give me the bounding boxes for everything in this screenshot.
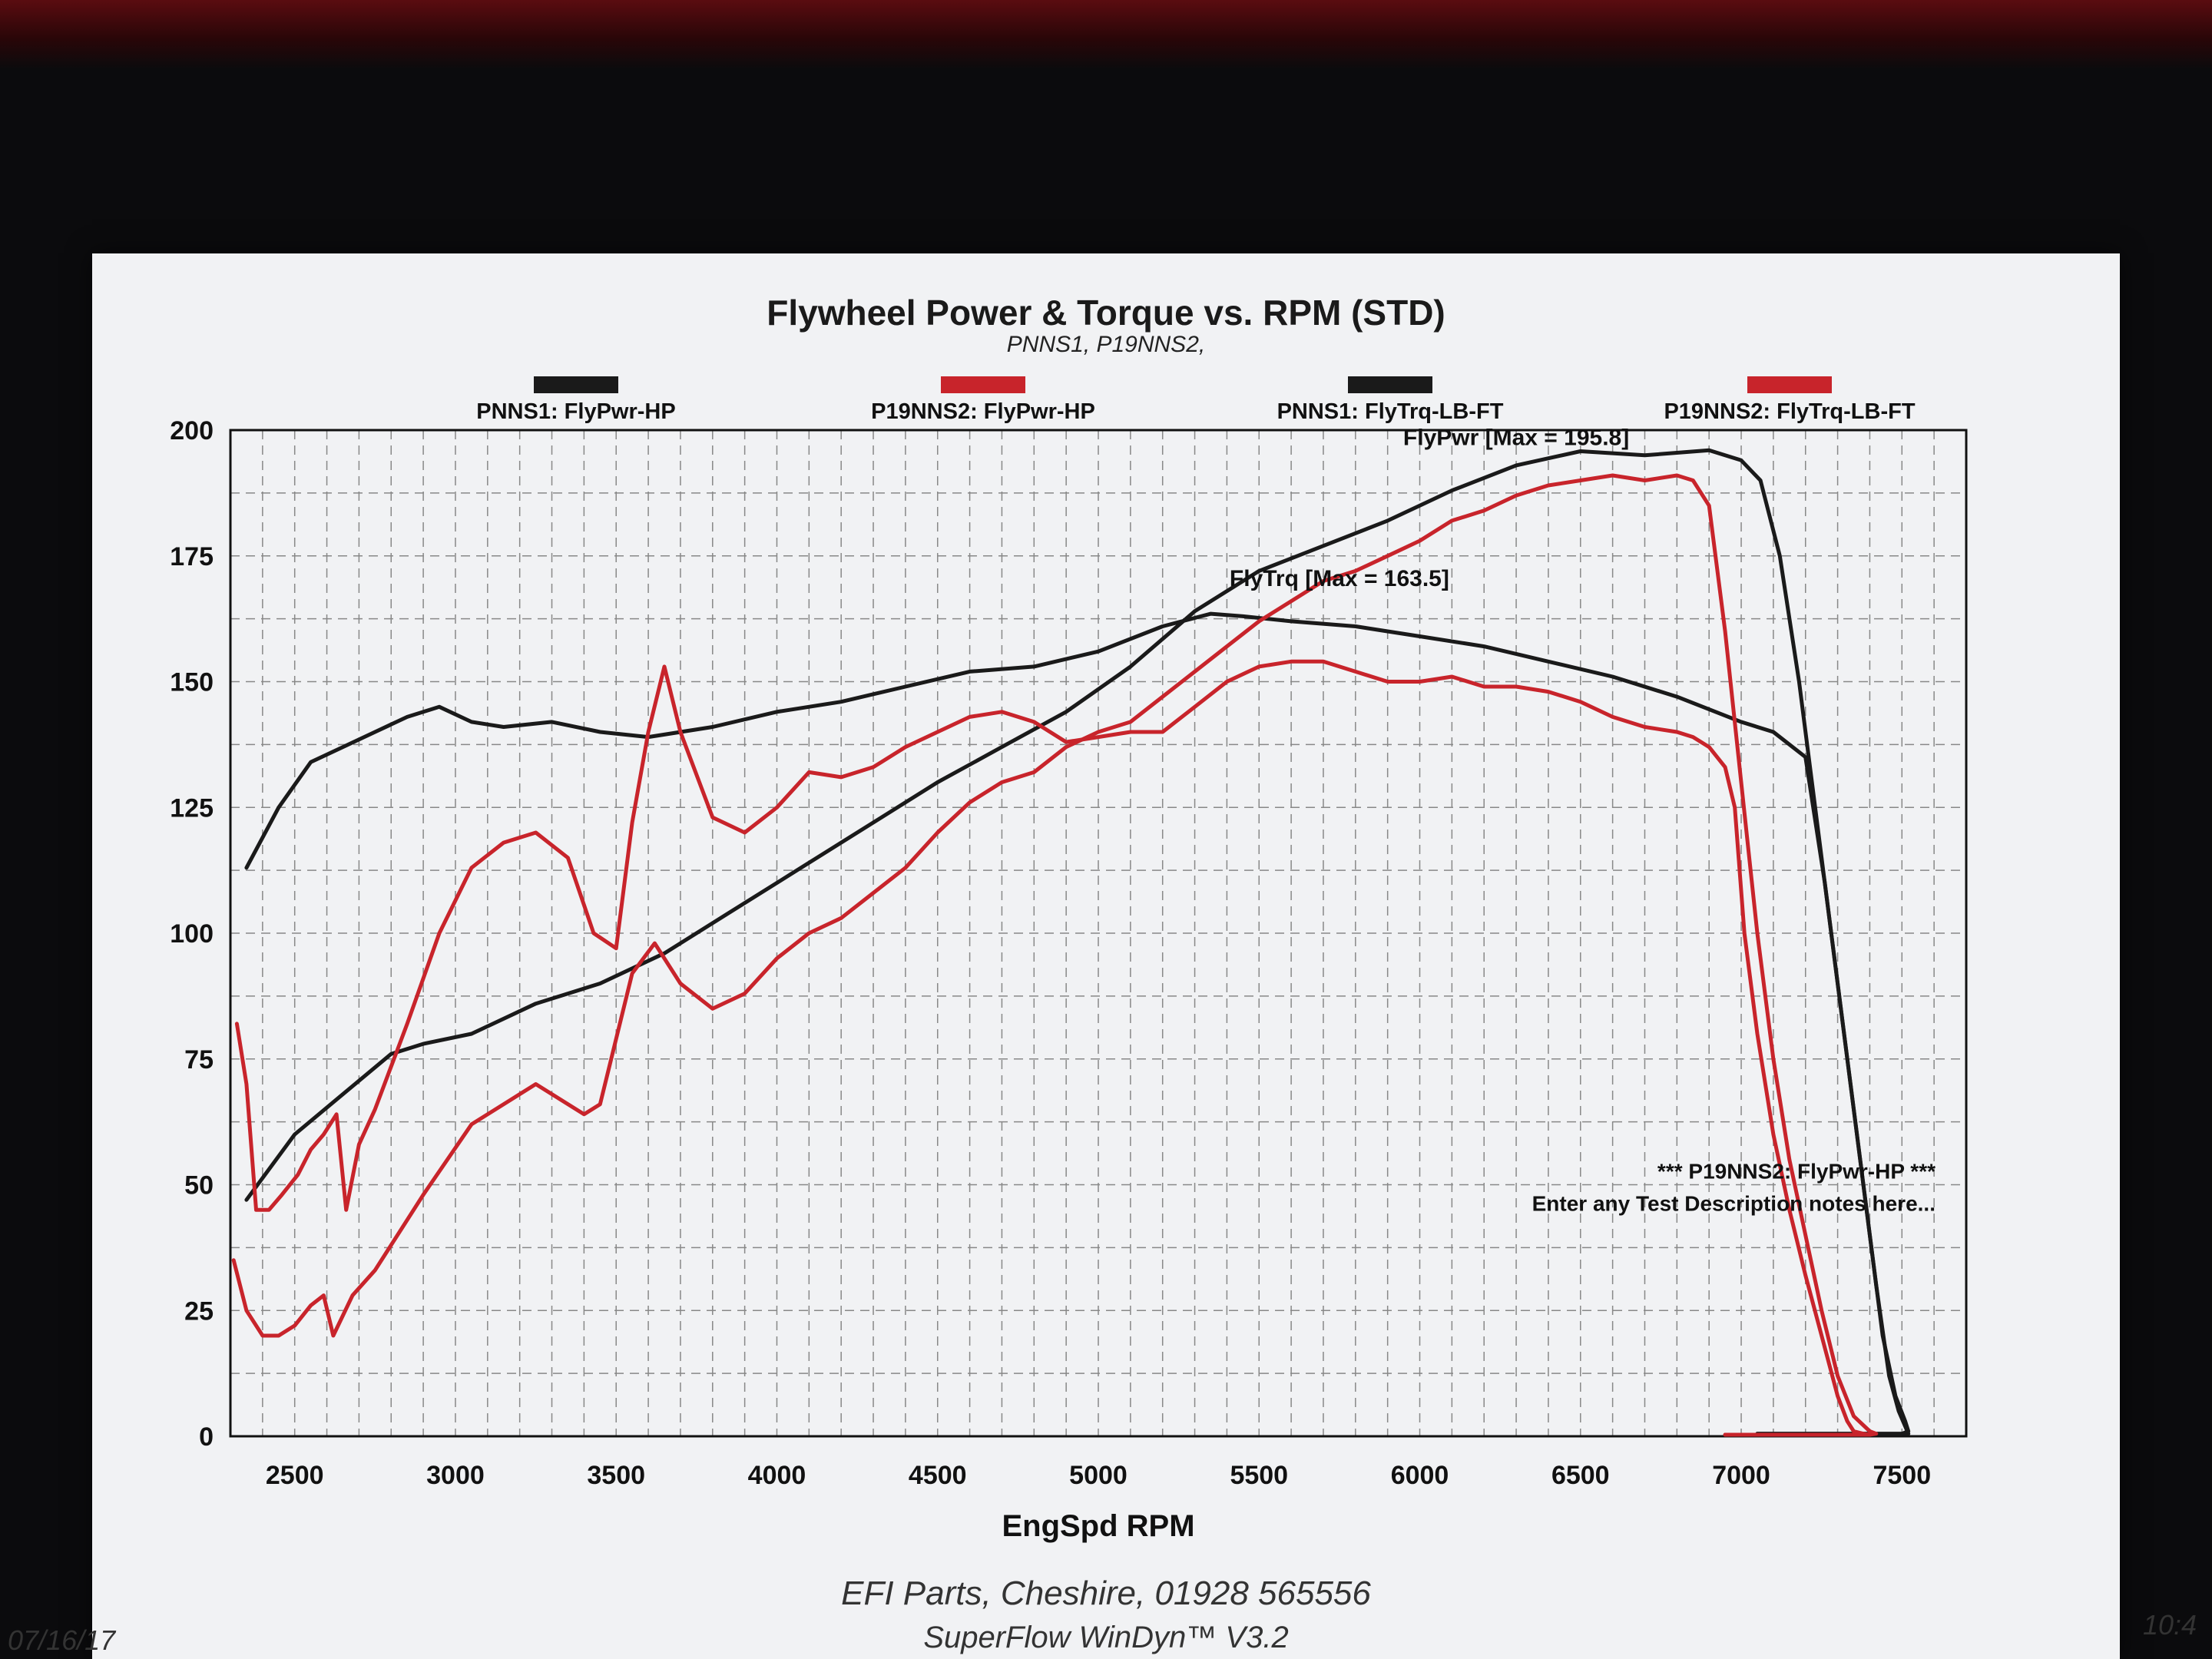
x-tick-label: 6500	[1551, 1461, 1610, 1490]
x-tick-label: 2500	[266, 1461, 324, 1490]
footer-software-version: SuperFlow WinDyn™ V3.2	[923, 1621, 1289, 1654]
y-tick-label: 0	[199, 1422, 214, 1452]
chart-annotations: FlyPwr [Max = 195.8] FlyTrq [Max = 163.5]	[1230, 426, 1629, 591]
x-tick-label: 7000	[1712, 1461, 1770, 1490]
y-tick-label: 125	[170, 793, 214, 823]
x-tick-label: 4000	[748, 1461, 806, 1490]
x-tick-label: 4500	[909, 1461, 967, 1490]
legend-item-pnns1-power: PNNS1: FlyPwr-HP	[361, 376, 791, 425]
legend-item-pnns1-torque: PNNS1: FlyTrq-LB-FT	[1175, 376, 1605, 425]
background-car-edge	[0, 0, 2212, 69]
series-line-0	[244, 448, 1911, 1436]
legend-swatch	[534, 376, 618, 393]
legend-item-p19nns2-torque: P19NNS2: FlyTrq-LB-FT	[1575, 376, 2005, 425]
x-tick-label: 3500	[587, 1461, 645, 1490]
y-tick-label: 50	[184, 1171, 214, 1200]
chart-subtitle: PNNS1, P19NNS2,	[1006, 332, 1206, 357]
footer-shop-info: EFI Parts, Cheshire, 01928 565556	[841, 1575, 1371, 1612]
max-annotation: FlyTrq [Max = 163.5]	[1230, 566, 1449, 591]
max-annotation: FlyPwr [Max = 195.8]	[1403, 426, 1629, 451]
chart-series	[231, 448, 1911, 1437]
x-tick-label: 7500	[1873, 1461, 1931, 1490]
legend-label: P19NNS2: FlyPwr-HP	[871, 399, 1095, 424]
x-tick-label: 6000	[1391, 1461, 1449, 1490]
series-line-3	[234, 659, 1872, 1437]
legend-swatch	[1747, 376, 1832, 393]
chart-title: Flywheel Power & Torque vs. RPM (STD)	[767, 293, 1445, 333]
legend-label: PNNS1: FlyTrq-LB-FT	[1277, 399, 1504, 424]
footer-date: 07/16/17	[8, 1624, 116, 1656]
y-tick-label: 200	[170, 416, 214, 445]
x-tick-label: 3000	[426, 1461, 485, 1490]
footer-time: 10:4	[2143, 1609, 2197, 1641]
test-note-description: Enter any Test Description notes here...	[1532, 1192, 1936, 1216]
x-tick-label: 5000	[1069, 1461, 1128, 1490]
chart-grid	[230, 430, 1966, 1436]
series-line-2	[231, 473, 1879, 1437]
legend-item-p19nns2-power: P19NNS2: FlyPwr-HP	[768, 376, 1198, 425]
y-tick-label: 175	[170, 542, 214, 571]
test-note-header: *** P19NNS2: FlyPwr-HP ***	[1657, 1160, 1936, 1184]
y-tick-label: 25	[184, 1296, 214, 1326]
series-line-1	[244, 611, 1911, 1436]
legend-label: PNNS1: FlyPwr-HP	[476, 399, 676, 424]
y-tick-label: 75	[184, 1045, 214, 1075]
y-tick-label: 100	[170, 919, 214, 949]
y-tick-label: 150	[170, 668, 214, 697]
x-axis-ticks: 2500 3000 3500 4000 4500 5000 5500 6000 6500 7000…	[266, 1461, 1931, 1490]
legend-label: P19NNS2: FlyTrq-LB-FT	[1664, 399, 1916, 424]
y-axis-ticks: 0 25 50 75 100 125 150 175 200	[170, 416, 214, 1452]
legend-swatch	[1348, 376, 1432, 393]
plot-frame	[229, 429, 1968, 1438]
legend-swatch	[941, 376, 1025, 393]
x-tick-label: 5500	[1230, 1461, 1288, 1490]
x-axis-label: EngSpd RPM	[1002, 1509, 1194, 1543]
